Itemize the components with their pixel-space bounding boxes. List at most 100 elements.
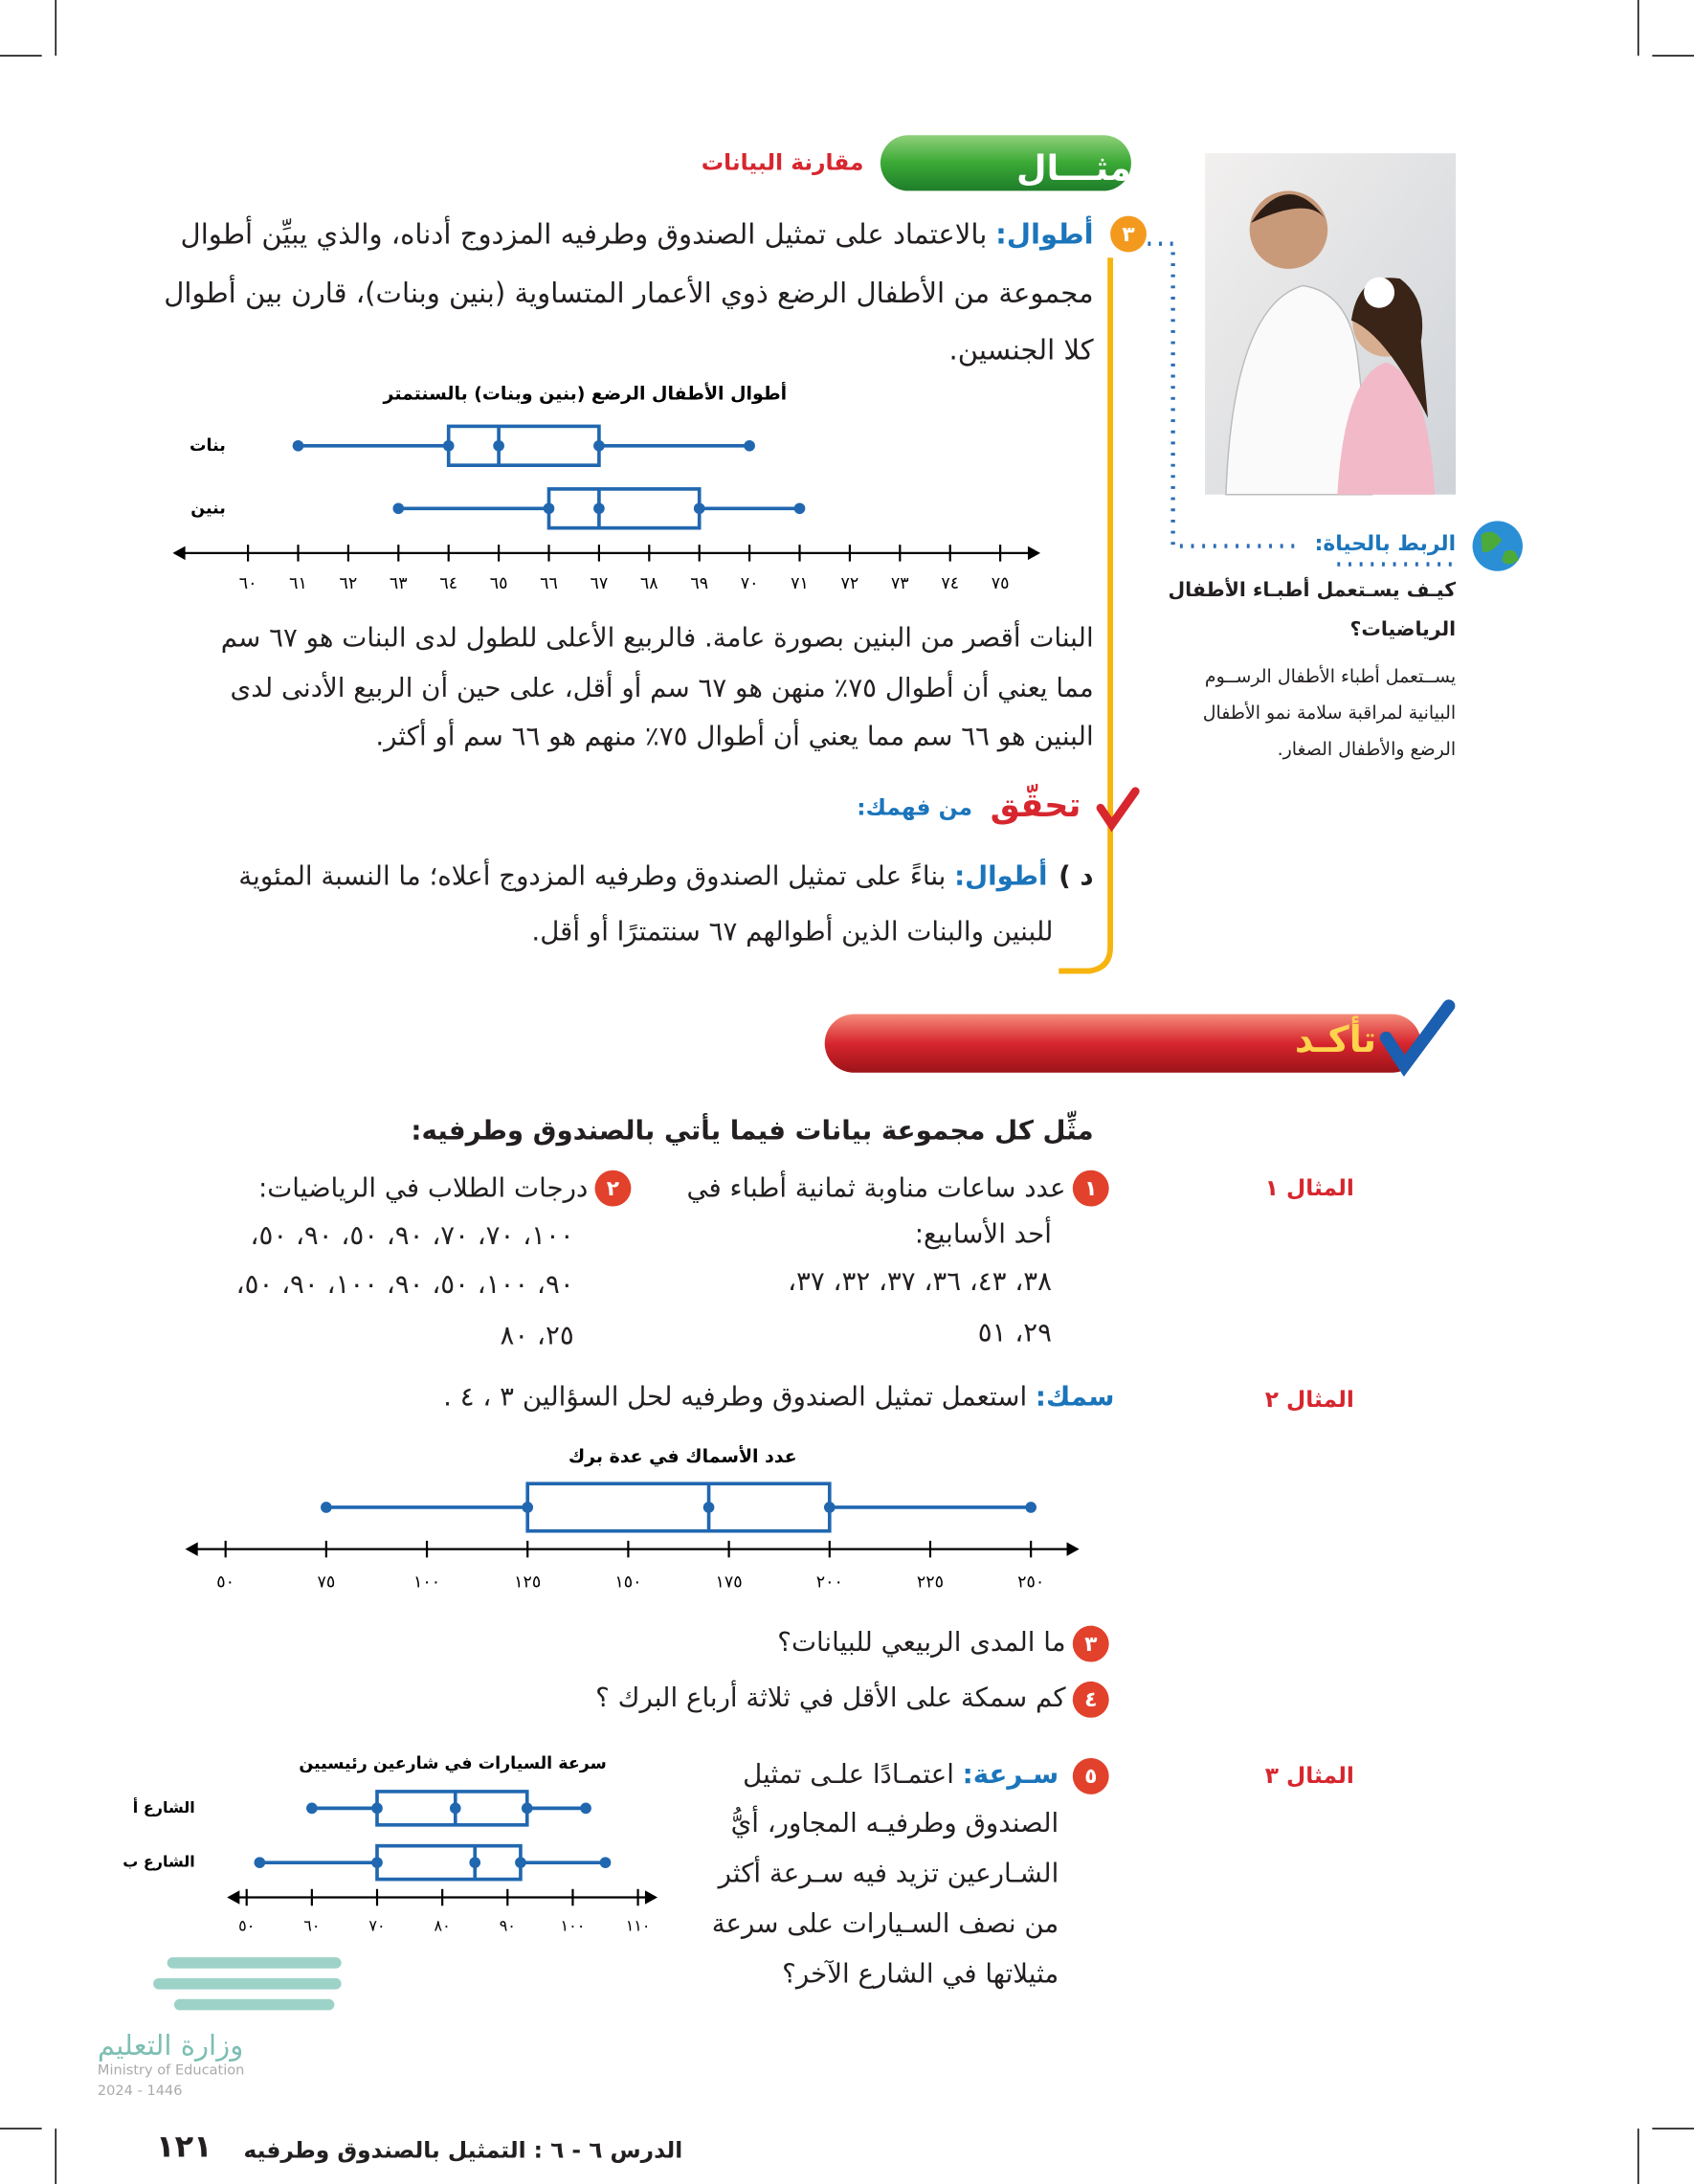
ministry-logo [153, 1957, 342, 2011]
tick-label: ٦٤ [439, 574, 457, 593]
rect [167, 1957, 342, 1969]
point [702, 1502, 715, 1513]
tick-label: ٦٥ [490, 574, 508, 593]
point [543, 502, 555, 515]
tick-label: ١٠٠ [561, 1917, 586, 1935]
point [521, 1802, 533, 1815]
exercise-line: الشـارعين تزيد فيه سـرعة أكثر [718, 1858, 1059, 1889]
fish-prompt: سمك:استعمل تمثيل الصندوق وطرفيه لحل السؤ… [443, 1381, 1115, 1413]
point [593, 439, 605, 452]
circle [1364, 277, 1395, 308]
point [1025, 1502, 1036, 1513]
point [823, 1502, 836, 1513]
tick-label: ٦٠ [303, 1917, 320, 1935]
point [793, 502, 806, 515]
exercise-line: ما المدى الربيعي للبيانات؟ [777, 1627, 1066, 1659]
check-icon [1379, 999, 1456, 1077]
footer-lesson: الدرس ٦ - ٦ : التمثيل بالصندوق وطرفيه [243, 2136, 683, 2164]
instruction: مثِّل كل مجموعة بيانات فيما يأتي بالصندو… [411, 1115, 1094, 1147]
globe [1472, 521, 1523, 571]
confirm-title: تأكـد [1294, 1019, 1377, 1062]
box [525, 1482, 832, 1533]
path [1251, 194, 1326, 223]
tick-label: ٦٦ [540, 574, 558, 593]
sidebar-answer: الرضع والأطفال الصغار. [1277, 739, 1457, 761]
ministry-en: Ministry of Education [97, 2062, 245, 2079]
check-small-icon [1096, 787, 1140, 833]
page-number: ١٢١ [156, 2129, 212, 2166]
tick-label: ١١٠ [626, 1917, 651, 1935]
tick-label: ٦٢ [340, 574, 358, 593]
sidebar-heading: الربط بالحياة: [1314, 530, 1457, 556]
point [693, 502, 705, 515]
point [744, 439, 755, 452]
exercise-number: ٣ [1072, 1625, 1109, 1662]
exercise-data: ١٠٠، ٧٠، ٧٠، ٩٠، ٥٠، ٩٠، ٥٠، [250, 1220, 574, 1252]
lesson-title: التمثيل بالصندوق وطرفيه [243, 2136, 526, 2164]
plot-title: عدد الأسماك في عدة برك [568, 1445, 797, 1467]
rect [173, 1998, 335, 2011]
example-badge-text: مثـــال [1015, 147, 1131, 189]
keyword: سـرعة: [962, 1759, 1059, 1791]
check-line: للبنين والبنات الذين أطوالهم ٦٧ سنتمترًا… [531, 916, 1054, 947]
box [375, 1843, 523, 1882]
example-number: ٣ [1110, 215, 1147, 253]
tick-label: ٢٠٠ [816, 1573, 843, 1593]
point [493, 439, 504, 452]
tick-label: ٨٠ [435, 1917, 451, 1935]
row-label: الشارع أ [133, 1797, 195, 1816]
point [292, 439, 304, 452]
tick-label: ٧٢ [841, 574, 859, 593]
edition: 2024 - 1446 [97, 2084, 183, 2100]
exercise-data: ٩٠، ١٠٠، ٥٠، ٩٠، ١٠٠، ٩٠، ٥٠، [235, 1269, 574, 1301]
point [442, 439, 455, 452]
sidebar-answer: يســتعمل أطباء الأطفال الرســوم [1204, 667, 1457, 689]
explanation-line: البنين هو ٦٦ سم مما يعني أن أطوال ٧٥٪ من… [375, 722, 1094, 753]
example-rule [1059, 257, 1114, 974]
keyword: سمك: [1035, 1381, 1115, 1413]
exercise-line: كم سمكة على الأقل في ثلاثة أرباع البرك ؟ [595, 1683, 1066, 1714]
path [1225, 284, 1373, 496]
point [580, 1802, 591, 1815]
row-label: بنين [190, 499, 226, 518]
tick-label: ٢٥٠ [1017, 1573, 1044, 1593]
exercise-number: ١ [1072, 1170, 1109, 1207]
example-line: مجموعة من الأطفال الرضع ذوي الأعمار المت… [164, 276, 1094, 310]
check-line: د ) أطوال:بناءً على تمثيل الصندوق وطرفيه … [238, 863, 1093, 890]
tick-label: ٧٤ [941, 574, 959, 593]
tick-label: ٦٨ [640, 574, 658, 593]
text: بالاعتماد على تمثيل الصندوق وطرفيه المزد… [180, 217, 988, 252]
plot-title: سرعة السيارات في شارعين رئيسيين [299, 1754, 606, 1773]
tick-label: ٥٠ [216, 1573, 234, 1593]
exercise-data: ٣٨، ٤٣، ٣٦، ٣٧، ٣٢، ٣٧، [788, 1266, 1052, 1298]
explanation-line: مما يعني أن أطوال ٧٥٪ منهن هو ٦٧ سم أو أ… [230, 673, 1094, 704]
point [522, 1502, 534, 1513]
exercise-number: ٥ [1072, 1757, 1109, 1794]
plot-title: أطوال الأطفال الرضع (بنين وبنات) بالسنتم… [383, 381, 788, 404]
tick-label: ٧٣ [891, 574, 909, 593]
exercise-data: ٢٥، ٨٠ [500, 1320, 574, 1351]
path [1337, 362, 1436, 495]
tick-label: ١٠٠ [413, 1573, 440, 1593]
box [446, 424, 601, 467]
point [254, 1857, 266, 1868]
exercise-line: سـرعة:اعتمـادًا علـى تمثيل [743, 1762, 1059, 1789]
exercise-line: مثيلاتها في الشارع الآخر؟ [782, 1958, 1059, 1990]
sidebar-question: كيـف يسـتعمل أطبـاء الأطفال [1168, 579, 1457, 602]
lesson-number: الدرس ٦ - ٦ : [533, 2136, 683, 2164]
text: استعمل تمثيل الصندوق وطرفيه لحل السؤالين… [443, 1381, 1028, 1413]
example-line: أطوال:بالاعتماد على تمثيل الصندوق وطرفيه… [181, 220, 1094, 248]
tick-label: ٥٠ [238, 1917, 255, 1935]
exercise-number: ٢ [594, 1170, 632, 1207]
text: بناءً على تمثيل الصندوق وطرفيه المزدوج أ… [238, 860, 947, 892]
tick-label: ٢٢٥ [917, 1573, 944, 1593]
tick-label: ٧٥ [992, 574, 1010, 593]
sidebar-question: الرياضيات؟ [1349, 618, 1457, 641]
point [515, 1857, 526, 1868]
point [593, 502, 605, 515]
exercise-data: ٢٩، ٥١ [977, 1317, 1052, 1349]
